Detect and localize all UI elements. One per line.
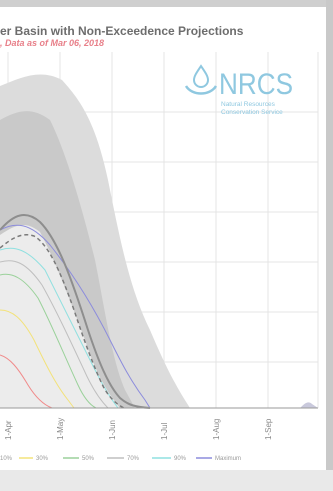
median-line <box>0 214 151 409</box>
legend-label-max: Maximum <box>215 456 241 462</box>
x-tick-label: 1-May <box>56 418 65 440</box>
series-line-30 <box>0 309 75 409</box>
series-line-50 <box>0 273 97 409</box>
logo-line2: Conservation Service <box>221 109 283 116</box>
chart-subtitle: , Data as of Mar 06, 2018 <box>0 38 105 48</box>
x-tick-label: 1-Jun <box>108 420 117 440</box>
water-drop-icon <box>184 64 218 95</box>
legend-label-10: 10% <box>0 456 13 462</box>
chart-title: er Basin with Non-Exceedence Projections <box>0 24 244 38</box>
legend: 10% 30% 50% 70% 90% Maximum <box>0 456 241 462</box>
top-border <box>0 0 333 7</box>
right-border <box>326 0 333 491</box>
x-tick-label: 1-Sep <box>264 418 273 440</box>
logo-name: NRCS <box>219 68 293 101</box>
x-tick-label: 1-Apr <box>4 420 13 440</box>
nrcs-logo: NRCS Natural Resources Conservation Serv… <box>184 64 293 116</box>
series-line-10 <box>0 354 53 409</box>
series-line-70 <box>0 260 109 409</box>
x-tick-label: 1-Jul <box>160 422 169 440</box>
logo-line1: Natural Resources <box>221 101 276 108</box>
max-tail-bump <box>300 402 318 408</box>
x-tick-label: 1-Aug <box>212 419 221 440</box>
legend-label-70: 70% <box>127 456 140 462</box>
series-line-max <box>0 224 318 409</box>
legend-label-30: 30% <box>36 456 49 462</box>
current-line <box>0 234 125 409</box>
x-tick-labels: 1-Apr 1-May 1-Jun 1-Jul 1-Aug 1-Sep <box>4 418 273 440</box>
legend-label-90: 90% <box>174 456 187 462</box>
legend-label-50: 50% <box>82 456 95 462</box>
series-line-90 <box>0 247 119 409</box>
bottom-border <box>0 470 333 491</box>
